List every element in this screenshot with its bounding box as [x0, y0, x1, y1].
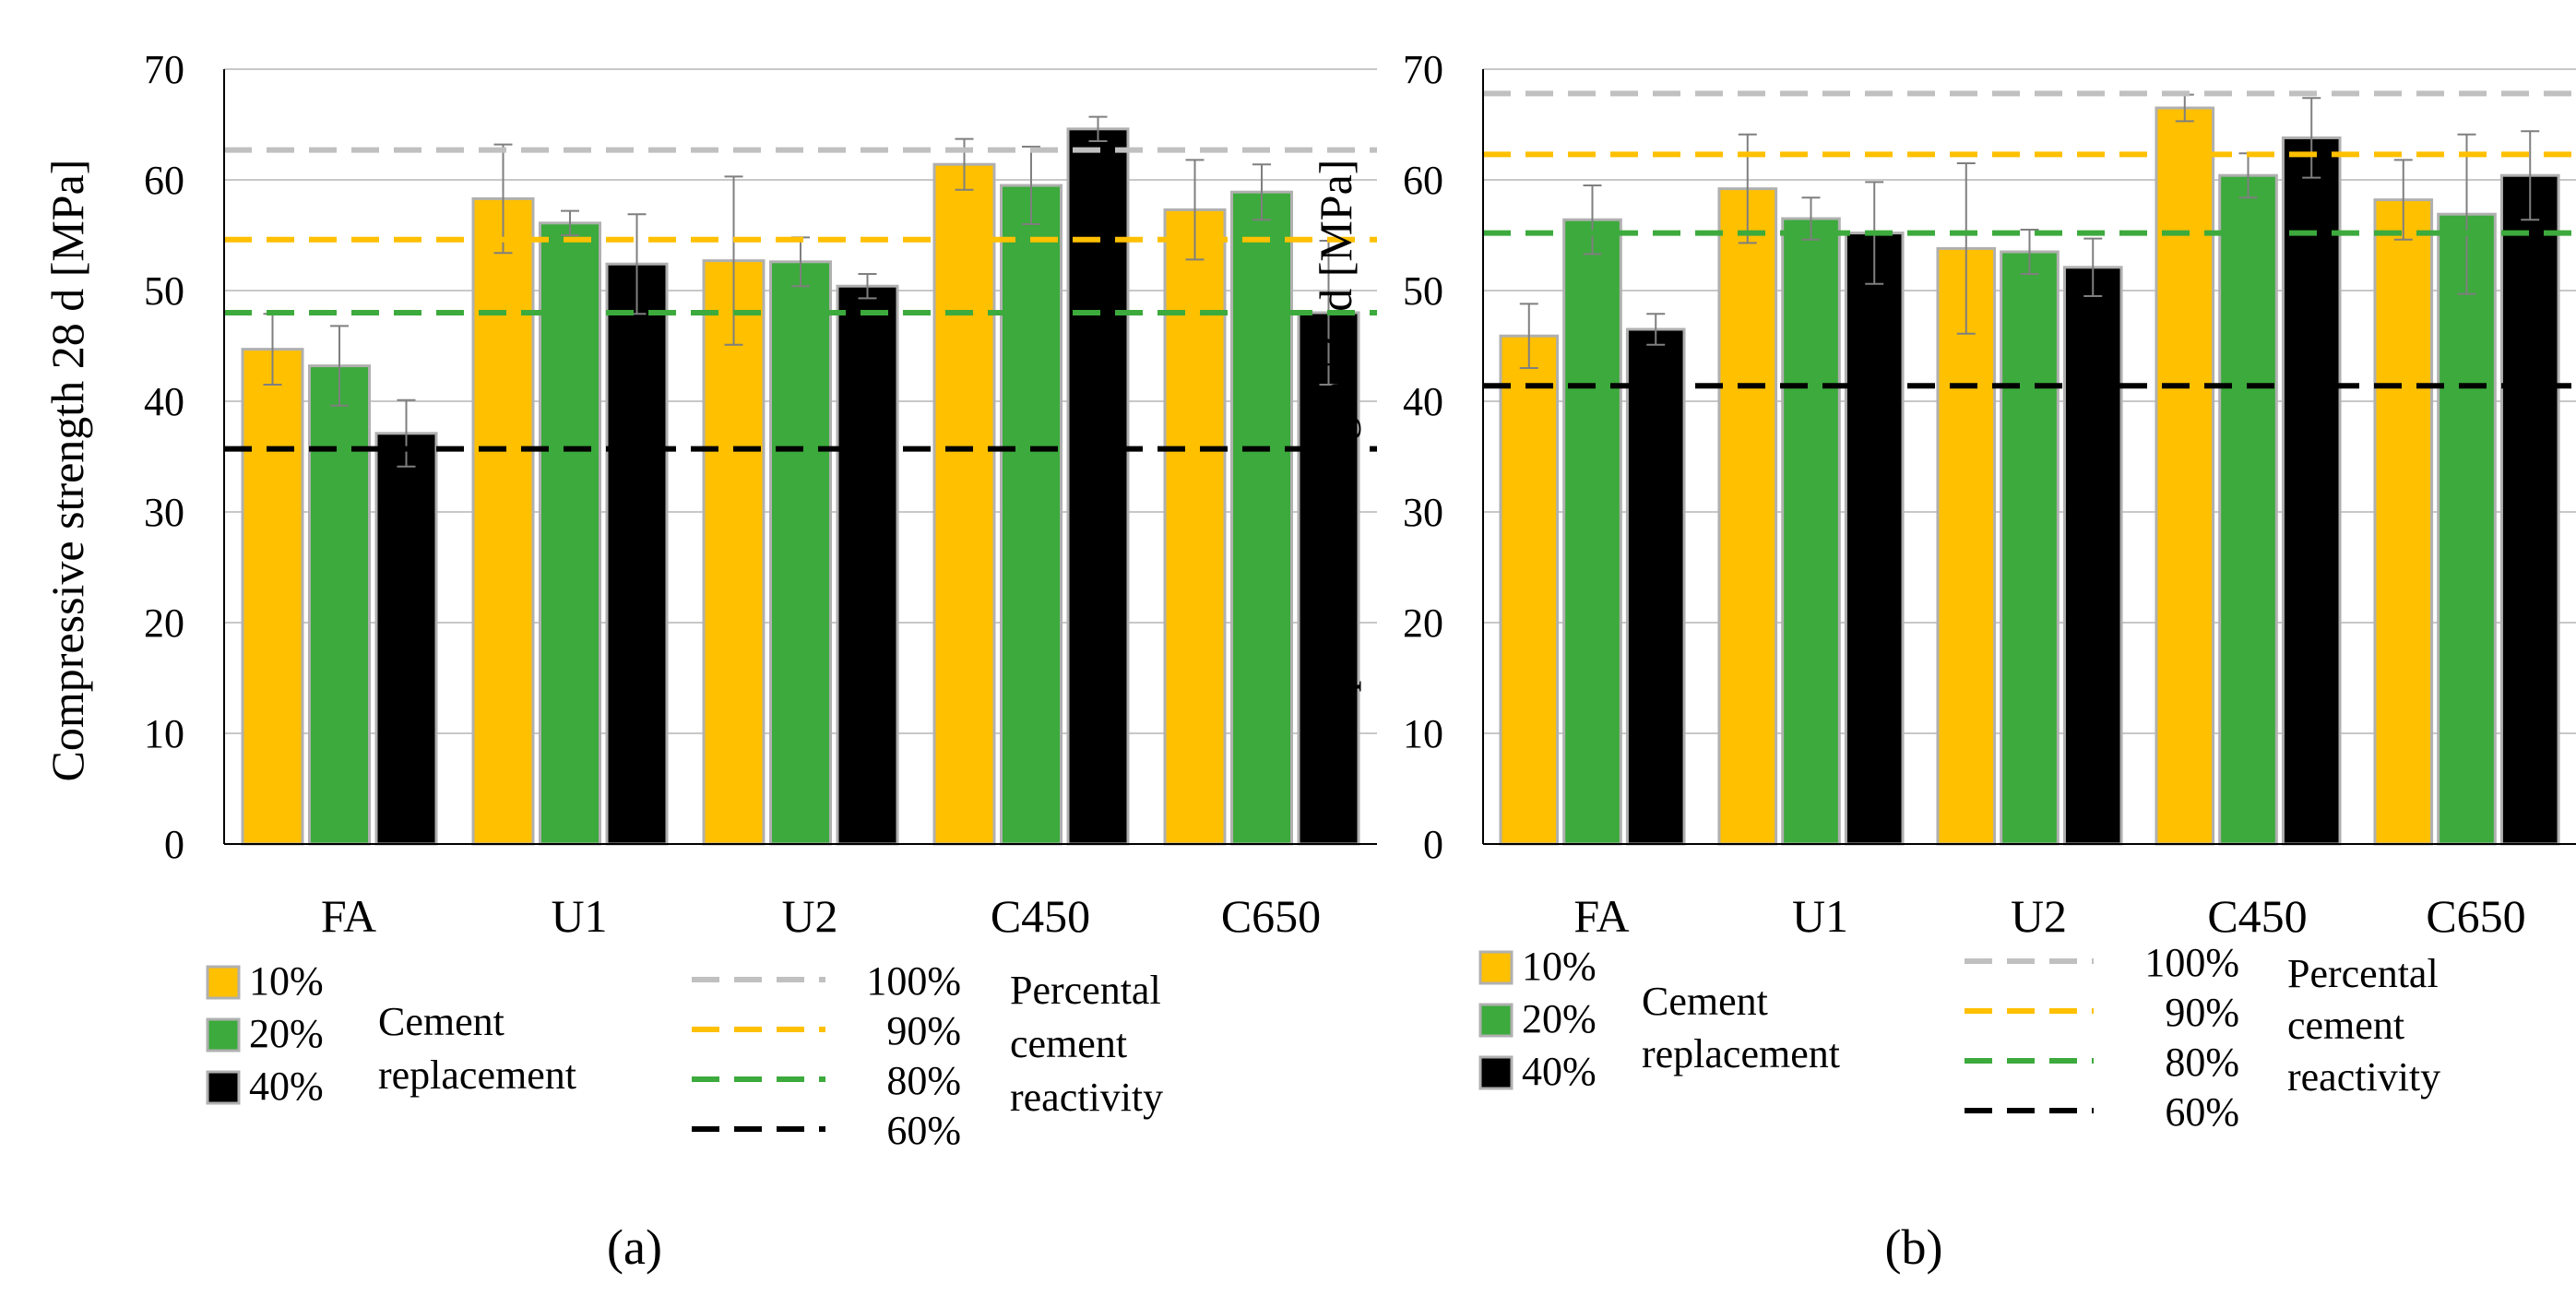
legend-series-label: 20%: [1522, 996, 1597, 1041]
y-tick-label: 50: [144, 268, 184, 314]
y-axis-title: Compressive strength 56 d [MPa]: [1310, 160, 1361, 782]
legend-series-label: 20%: [249, 1011, 324, 1056]
bar-40pct-U2: [836, 284, 899, 846]
legend-ref-title: cement: [1010, 1021, 1127, 1066]
legend-ref-title: reactivity: [2287, 1054, 2440, 1100]
bar-10pct-U2: [1936, 246, 1997, 846]
x-category-label: FA: [1573, 890, 1629, 942]
bar-40pct-U1: [605, 262, 669, 846]
y-axis-title: Compressive strength 28 d [MPa]: [42, 160, 93, 782]
bar-10pct-C650: [1163, 208, 1227, 846]
y-tick-label: 70: [144, 47, 184, 92]
legend-series-label: 10%: [1522, 944, 1597, 989]
bar-10pct-FA: [241, 348, 304, 846]
bar-10pct-U2: [702, 259, 766, 846]
legend-series-title: replacement: [378, 1052, 576, 1098]
bar-20pct-C450: [1000, 184, 1062, 846]
y-tick-label: 30: [144, 490, 184, 535]
bar-20pct-C650: [2437, 212, 2497, 846]
x-category-label: C650: [2426, 890, 2525, 942]
y-tick-label: 0: [1423, 822, 1443, 867]
bar-10pct-U1: [471, 196, 535, 846]
legend-series-label: 40%: [1522, 1049, 1597, 1094]
y-tick-label: 20: [1403, 600, 1443, 646]
legend-swatch-40pct: [206, 1070, 241, 1105]
legend-ref-title: reactivity: [1010, 1075, 1163, 1120]
bar-10pct-U1: [1717, 187, 1778, 846]
x-category-label: U2: [2011, 890, 2067, 942]
legend-swatch-20pct: [1478, 1003, 1514, 1038]
legend-swatch-20pct: [206, 1017, 241, 1052]
bar-40pct-FA: [1625, 327, 1686, 846]
legend-series-title: Cement: [1642, 979, 1768, 1024]
bar-40pct-C650: [2499, 173, 2560, 846]
bar-20pct-U1: [1781, 217, 1841, 846]
y-tick-label: 40: [1403, 379, 1443, 424]
y-tick-label: 70: [1403, 47, 1443, 92]
bar-10pct-FA: [1499, 334, 1560, 846]
panel-label: (b): [1885, 1219, 1943, 1275]
legend-ref-label: 100%: [866, 958, 961, 1004]
x-category-label: C450: [2207, 890, 2307, 942]
bar-40pct-U1: [1844, 232, 1905, 846]
y-tick-label: 50: [1403, 268, 1443, 314]
bar-20pct-FA: [1562, 218, 1622, 846]
legend-swatch-40pct: [1478, 1055, 1514, 1090]
legend-series-label: 10%: [249, 958, 324, 1004]
legend-ref-title: Percental: [2287, 951, 2439, 996]
bar-20pct-C650: [1230, 190, 1293, 846]
legend-ref-title: cement: [2287, 1003, 2404, 1048]
chart-panel-b: 0 10 20 30 40 50 60 70 Compressive strength 56 d…: [1310, 47, 2576, 1275]
y-tick-label: 40: [144, 379, 184, 424]
bar-20pct-C450: [2218, 173, 2278, 846]
bar-20pct-U2: [2000, 250, 2060, 846]
legend-ref-label: 80%: [2165, 1040, 2239, 1085]
x-category-label: C450: [991, 890, 1090, 942]
y-tick-label: 10: [1403, 711, 1443, 756]
legend-ref-label: 100%: [2144, 940, 2239, 985]
legend-ref-label: 90%: [2165, 990, 2239, 1035]
legend-swatch-10pct: [1478, 950, 1514, 985]
legend-series-title: replacement: [1642, 1031, 1840, 1076]
bar-10pct-C450: [2155, 106, 2215, 846]
y-tick-label: 60: [144, 158, 184, 203]
y-tick-label: 20: [144, 600, 184, 646]
legend-ref-label: 60%: [2165, 1089, 2239, 1135]
bar-20pct-FA: [308, 364, 371, 846]
legend-ref-label: 60%: [886, 1108, 961, 1153]
bar-40pct-U2: [2062, 266, 2123, 846]
bar-40pct-C650: [1297, 311, 1360, 846]
legend-ref-title: Percental: [1010, 968, 1161, 1013]
legend-series-title: Cement: [378, 999, 505, 1044]
bar-20pct-U2: [769, 260, 832, 846]
y-tick-label: 60: [1403, 158, 1443, 203]
panel-label: (a): [607, 1219, 662, 1275]
bar-20pct-U1: [539, 221, 601, 846]
bar-10pct-C450: [932, 162, 996, 846]
y-tick-label: 30: [1403, 490, 1443, 535]
y-tick-label: 10: [144, 711, 184, 756]
legend-ref-label: 90%: [886, 1008, 961, 1053]
bar-10pct-C650: [2373, 198, 2434, 846]
legend-ref-label: 80%: [886, 1058, 961, 1103]
legend-series-label: 40%: [249, 1064, 324, 1109]
x-category-label: U2: [781, 890, 837, 942]
bar-40pct-C450: [1066, 127, 1130, 846]
bar-40pct-FA: [374, 432, 438, 846]
x-category-label: FA: [321, 890, 376, 942]
chart-panel-a: 0 10 20 30 40 50 60 70 Compressive strength 28 d…: [42, 47, 1377, 1275]
bar-40pct-C450: [2281, 136, 2342, 846]
legend-swatch-10pct: [206, 965, 241, 1000]
x-category-label: C650: [1221, 890, 1321, 942]
x-category-label: U1: [551, 890, 607, 942]
y-tick-label: 0: [164, 822, 184, 867]
x-category-label: U1: [1792, 890, 1848, 942]
